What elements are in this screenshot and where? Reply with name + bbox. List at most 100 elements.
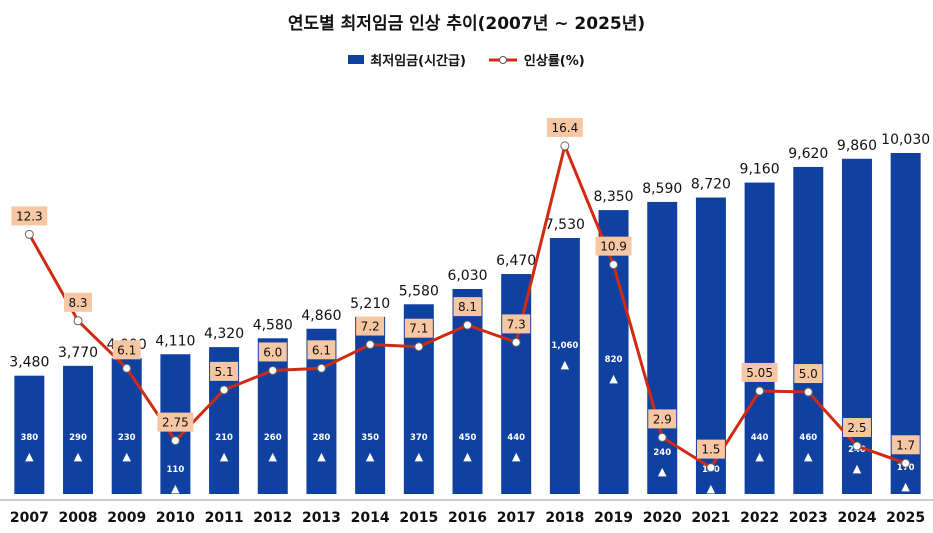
rate-label-box-2024: [842, 418, 871, 438]
rate-value-label-2015: 7.1: [409, 322, 428, 336]
rate-label-box-2014: [356, 316, 385, 336]
rate-label-box-2020: [648, 409, 677, 429]
bar-increase-label-2020: 240: [653, 448, 671, 458]
bar-increase-label-2014: 350: [361, 433, 379, 443]
bar-value-label-2019: 8,350: [594, 189, 634, 205]
bar-2016: [452, 288, 483, 494]
x-tick-label-2013: 2013: [302, 510, 341, 526]
bar-2009: [111, 358, 142, 494]
rate-label-box-2016: [453, 297, 482, 317]
bar-increase-up-icon: ▲: [463, 450, 472, 463]
rate-value-label-2023: 5.0: [799, 367, 818, 381]
bar-increase-up-icon: ▲: [755, 450, 764, 463]
bar-increase-label-2016: 450: [459, 433, 477, 443]
rate-value-label-2017: 7.3: [507, 317, 526, 331]
rate-label-box-2019: [595, 236, 632, 256]
bar-increase-up-icon: ▲: [25, 450, 34, 463]
bar-value-label-2012: 4,580: [253, 317, 293, 333]
bar-increase-label-2015: 370: [410, 433, 428, 443]
x-tick-label-2021: 2021: [691, 510, 730, 526]
bar-2023: [793, 166, 824, 495]
bar-value-label-2018: 7,530: [545, 217, 585, 233]
bar-increase-label-2012: 260: [264, 433, 282, 443]
bar-2022: [744, 182, 775, 494]
rate-value-label-2007: 12.3: [16, 209, 43, 223]
x-tick-label-2017: 2017: [497, 510, 536, 526]
rate-value-label-2018: 16.4: [552, 121, 579, 135]
bar-value-label-2020: 8,590: [642, 181, 682, 197]
x-tick-label-2016: 2016: [448, 510, 487, 526]
rate-point-2021: [706, 463, 716, 473]
bar-increase-up-icon: ▲: [269, 450, 278, 463]
bar-increase-label-2023: 460: [799, 433, 817, 443]
bar-increase-up-icon: ▲: [366, 450, 375, 463]
bar-value-label-2022: 9,160: [740, 162, 780, 178]
bar-value-label-2007: 3,480: [9, 355, 49, 371]
bar-increase-up-icon: ▲: [707, 482, 716, 495]
rate-point-2010: [170, 436, 180, 446]
rate-point-2016: [463, 320, 472, 330]
bar-value-label-2013: 4,860: [301, 308, 341, 324]
rate-point-2025: [901, 458, 911, 468]
rate-label-box-2009: [112, 340, 141, 360]
bar-increase-up-icon: ▲: [609, 372, 618, 385]
bar-increase-up-icon: ▲: [220, 450, 229, 463]
x-tick-label-2024: 2024: [837, 510, 876, 526]
x-tick-label-2015: 2015: [399, 510, 438, 526]
rate-label-box-2010: [157, 412, 194, 432]
x-tick-label-2007: 2007: [10, 510, 49, 526]
x-tick-label-2022: 2022: [740, 510, 779, 526]
rate-label-box-2012: [258, 342, 287, 362]
rate-value-label-2008: 8.3: [68, 296, 87, 310]
rate-value-label-2010: 2.75: [162, 416, 189, 430]
legend-bar-swatch-icon: [348, 55, 365, 64]
rate-value-label-2012: 6.0: [263, 345, 282, 359]
x-tick-label-2012: 2012: [253, 510, 292, 526]
bar-2024: [841, 158, 872, 494]
rate-value-label-2009: 6.1: [117, 343, 136, 357]
legend-item-wage: 최저임금(시간급): [348, 50, 466, 69]
rate-point-2011: [219, 385, 229, 395]
bar-value-label-2015: 5,580: [399, 283, 439, 299]
bar-increase-up-icon: ▲: [122, 450, 131, 463]
rate-label-box-2013: [307, 340, 336, 360]
rate-point-2024: [852, 441, 862, 451]
bar-value-label-2021: 8,720: [691, 177, 731, 193]
bar-increase-up-icon: ▲: [317, 450, 326, 463]
rate-label-box-2015: [404, 318, 433, 338]
rate-value-label-2019: 10.9: [600, 240, 627, 254]
x-tick-label-2014: 2014: [351, 510, 390, 526]
bar-increase-label-2007: 380: [20, 433, 38, 443]
bar-2018: [549, 237, 580, 495]
rate-point-2008: [73, 316, 83, 326]
bar-increase-label-2010: 110: [167, 465, 185, 475]
x-tick-label-2009: 2009: [107, 510, 146, 526]
bar-value-label-2023: 9,620: [788, 146, 828, 162]
x-tick-label-2011: 2011: [205, 510, 244, 526]
rate-label-box-2022: [741, 362, 778, 382]
rate-point-2018: [560, 141, 570, 151]
rate-value-label-2021: 1.5: [701, 443, 720, 457]
rate-value-label-2020: 2.9: [653, 412, 672, 426]
rate-value-label-2014: 7.2: [361, 320, 380, 334]
rate-label-box-2023: [794, 364, 823, 384]
rate-point-2012: [268, 365, 278, 375]
legend-item-rate: 인상률(%): [488, 50, 585, 69]
bar-value-label-2017: 6,470: [496, 253, 536, 269]
bar-increase-label-2013: 280: [313, 433, 331, 443]
bar-increase-label-2022: 440: [751, 433, 769, 443]
bar-increase-up-icon: ▲: [512, 450, 521, 463]
bar-increase-up-icon: ▲: [804, 450, 813, 463]
rate-point-2013: [316, 363, 326, 373]
x-tick-label-2019: 2019: [594, 510, 633, 526]
bar-increase-label-2008: 290: [69, 433, 87, 443]
bar-2007: [14, 375, 45, 494]
legend-label-wage: 최저임금(시간급): [370, 54, 466, 69]
rate-label-box-2007: [11, 206, 48, 226]
bar-increase-up-icon: ▲: [658, 465, 667, 478]
bar-increase-up-icon: ▲: [901, 480, 910, 493]
rate-label-box-2017: [502, 314, 531, 334]
bar-increase-label-2011: 210: [215, 433, 233, 443]
